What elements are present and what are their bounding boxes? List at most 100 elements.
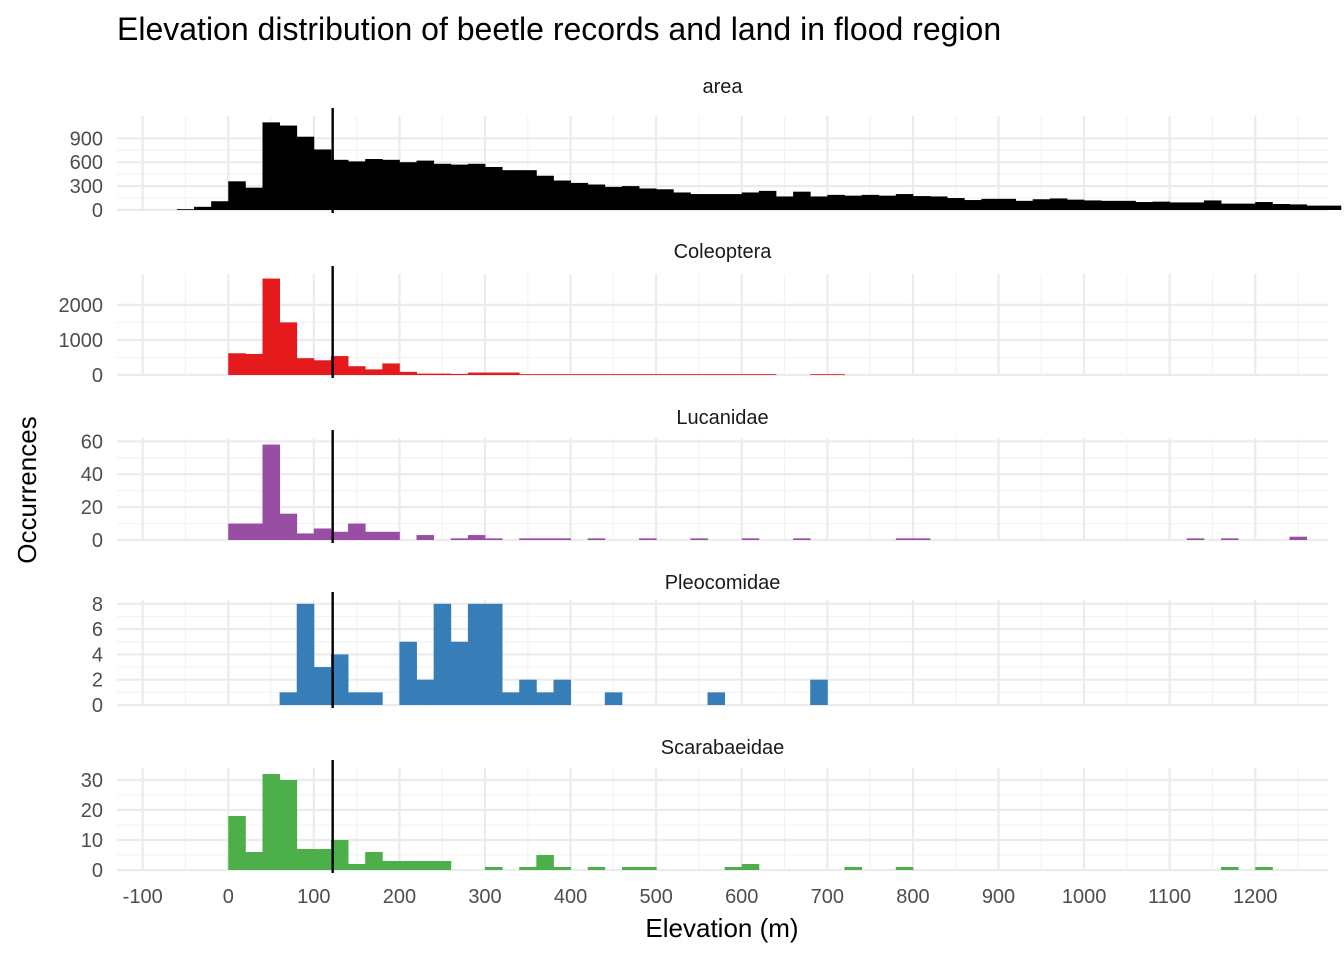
histogram-bar [348,692,366,705]
x-tick-label: 600 [725,886,758,908]
histogram-bar [1015,200,1034,210]
histogram-bar [1221,203,1239,210]
histogram-bar [621,867,640,870]
x-tick-label: 1200 [1233,886,1278,908]
histogram-bar [348,366,366,375]
y-tick-label: 20 [81,497,103,519]
histogram-bar [536,855,554,870]
histogram-bar [330,654,349,705]
histogram-bar [416,535,435,540]
histogram-bar [399,641,417,705]
histogram-bar [587,374,606,375]
histogram-bar [245,353,263,375]
histogram-bar [416,679,435,705]
x-axis-ticks: -100 0 100 200 300 400 500 600 700 800 900 1000 1100… [123,886,1278,908]
histogram-bar [758,190,777,210]
histogram-bar [1101,200,1119,210]
facet-panels: 0300600900area010002000Coleoptera0204060… [59,76,1342,882]
histogram-bar [570,182,589,210]
x-tick-label: 1100 [1148,886,1191,908]
histogram-bar [502,170,520,210]
histogram-bar [604,374,623,375]
histogram-bar [365,531,383,540]
histogram-bar [330,159,349,210]
histogram-bar [279,780,298,870]
histogram-bar [194,206,212,210]
histogram-bar [553,180,571,210]
histogram-bar [553,538,571,540]
y-tick-label: 2 [92,670,103,692]
histogram-bar [981,198,999,210]
histogram-bar [279,125,298,210]
x-tick-label: 400 [554,886,587,908]
histogram-bar [485,372,503,375]
histogram-bar [604,186,623,210]
histogram-bar [724,374,743,375]
histogram-bar [741,538,760,540]
histogram-bar [1203,200,1222,210]
histogram-bar [639,374,657,375]
histogram-bar [724,867,743,870]
histogram-bar [519,170,537,210]
histogram-bar [519,538,537,540]
histogram-bar [348,161,366,210]
histogram-bar [296,358,315,375]
x-tick-label: 700 [811,886,844,908]
histogram-bar [553,867,571,870]
histogram-bar [673,374,691,375]
histogram-bar [228,523,246,540]
histogram-bar [382,363,400,375]
histogram-bar [690,538,708,540]
histogram-bar [604,692,623,705]
histogram-bar [724,194,743,210]
histogram-bar [621,186,640,210]
y-tick-label: 0 [92,530,103,552]
histogram-bar [741,192,760,210]
histogram-bar [467,372,486,375]
x-tick-label: 100 [297,886,330,908]
histogram-bar [296,849,315,870]
histogram-bar [313,149,332,210]
x-tick-label: 300 [468,886,501,908]
histogram-bar [878,195,897,210]
x-tick-label: 200 [383,886,416,908]
x-tick-label: 800 [896,886,929,908]
y-tick-label: 10 [81,830,103,852]
facet-strip-label: Scarabaeidae [661,737,784,759]
histogram-bar [485,867,503,870]
histogram-bar [433,163,452,210]
chart-title: Elevation distribution of beetle records… [117,11,1001,47]
histogram-bar [810,374,828,375]
histogram-bar [262,774,281,870]
x-tick-label: -100 [123,886,163,908]
y-tick-label: 20 [81,800,103,822]
histogram-bar [313,849,332,870]
histogram-bar [827,194,845,210]
histogram-bar [690,194,708,210]
histogram-bar [245,852,263,870]
histogram-bar [656,374,674,375]
histogram-bar [296,136,315,210]
histogram-bar [279,322,298,375]
histogram-bar [399,162,417,210]
histogram-bar [775,196,794,210]
histogram-bar [1066,199,1085,210]
histogram-bar [707,374,726,375]
histogram-bar [895,194,914,210]
histogram-bar [707,194,726,210]
y-tick-label: 40 [81,464,103,486]
histogram-bar [399,371,417,375]
panel-coleoptera: 0 1000 2000 Coleoptera [59,241,1328,387]
histogram-bar [1135,202,1153,210]
histogram-bar [365,692,383,705]
histogram-bar [399,861,417,870]
histogram-bar [467,535,486,540]
y-tick-label: 60 [81,431,103,453]
histogram-bar [587,184,606,210]
facet-strip-label: Pleocomidae [665,572,781,594]
histogram-bar [536,692,554,705]
histogram-bar [1255,867,1273,870]
histogram-bar [639,188,657,210]
histogram-bar [1118,200,1136,210]
histogram-bar [176,209,195,210]
